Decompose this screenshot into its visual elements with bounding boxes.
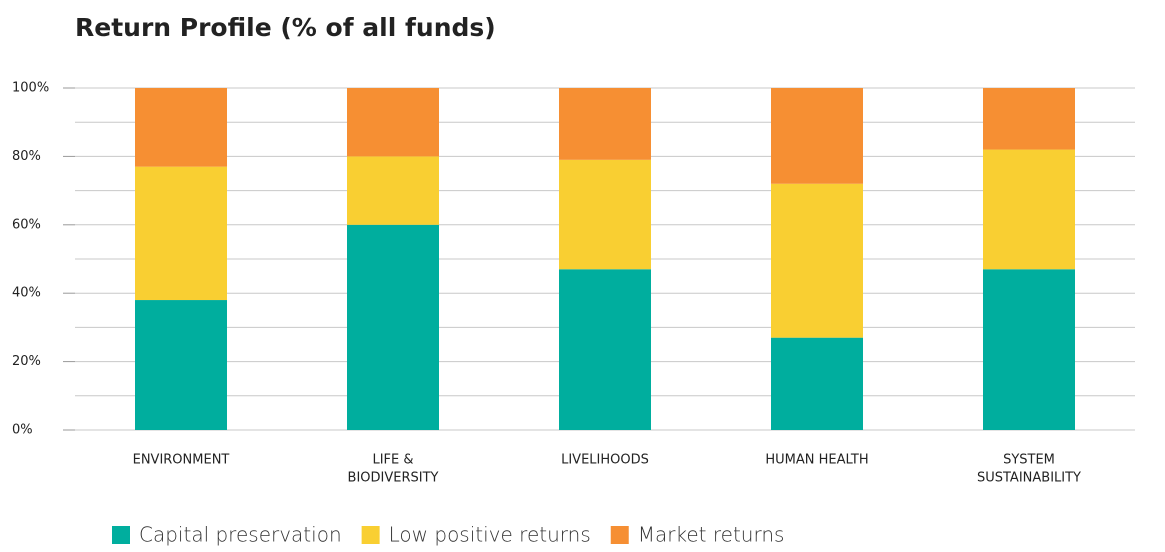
bar-segment <box>347 156 439 225</box>
x-tick-label: ENVIRONMENT <box>133 453 230 468</box>
y-tick-label: 0% <box>12 423 33 438</box>
bar-segment <box>771 88 863 184</box>
bar-segment <box>559 269 651 430</box>
legend-label: Capital preservation <box>139 523 342 547</box>
bar-segment <box>983 269 1075 430</box>
bar-segment <box>559 88 651 160</box>
bar-segment <box>347 224 439 430</box>
legend-swatch <box>361 526 380 544</box>
x-tick-label: LIVELIHOODS <box>561 453 649 468</box>
bar-segment <box>983 88 1075 150</box>
legend-swatch <box>112 526 130 544</box>
x-tick-label: HUMAN HEALTH <box>765 453 868 468</box>
bar-segment <box>135 88 227 167</box>
legend-swatch <box>610 526 629 544</box>
x-tick-label: SYSTEM <box>1003 453 1055 468</box>
y-tick-label: 40% <box>12 286 41 301</box>
x-tick-label: BIODIVERSITY <box>348 471 439 486</box>
y-tick-label: 60% <box>12 217 41 232</box>
bar-segment <box>135 166 227 301</box>
bar-segment <box>771 183 863 338</box>
bar-segment <box>559 159 651 270</box>
legend-label: Market returns <box>638 523 785 547</box>
y-tick-label: 80% <box>12 149 41 164</box>
bar-segment <box>135 300 227 430</box>
bar-segment <box>771 337 863 430</box>
bar-segment <box>347 88 439 157</box>
x-tick-label: SUSTAINABILITY <box>977 471 1081 486</box>
y-tick-label: 20% <box>12 354 41 369</box>
bar-segment <box>983 149 1075 270</box>
legend-label: Low positive returns <box>389 523 591 547</box>
chart-title: Return Profile (% of all funds) <box>75 13 496 42</box>
y-tick-label: 100% <box>12 81 49 96</box>
x-tick-label: LIFE & <box>372 453 413 468</box>
